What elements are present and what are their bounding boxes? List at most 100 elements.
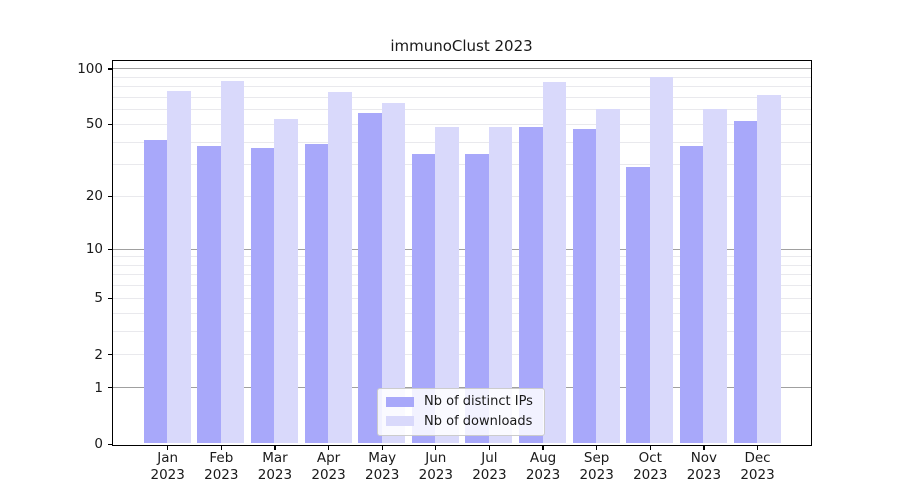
x-tick-mark: [649, 445, 651, 450]
x-tick-year: 2023: [686, 466, 722, 483]
y-tick-mark: [108, 443, 113, 445]
legend-swatch-distinct-ips: [386, 396, 414, 407]
bar-downloads-feb: [220, 81, 245, 444]
bar-distinct-ips-feb: [197, 145, 221, 444]
x-tick-label-feb: Feb 2023: [186, 450, 256, 483]
bar-downloads-mar: [274, 119, 298, 444]
y-tick-label-5: 5: [94, 290, 103, 307]
bar-distinct-ips-oct: [626, 166, 650, 444]
bar-distinct-ips-aug: [519, 127, 543, 444]
gridline-minor-4: [113, 312, 811, 314]
x-tick-month: Jul: [481, 450, 498, 466]
x-tick-month: Aug: [529, 450, 557, 466]
x-tick-label-apr: Apr 2023: [294, 450, 364, 483]
gridline-minor-9: [113, 256, 811, 258]
gridline-minor-6: [113, 285, 811, 287]
x-tick-month: Feb: [209, 450, 234, 466]
legend-swatch-downloads: [386, 416, 414, 427]
y-tick-label-20: 20: [85, 188, 103, 205]
x-tick-year: 2023: [257, 466, 293, 483]
x-tick-year: 2023: [525, 466, 561, 483]
x-tick-label-mar: Mar 2023: [240, 450, 310, 483]
x-tick-label-oct: Oct 2023: [615, 450, 685, 483]
bar-distinct-ips-mar: [250, 147, 275, 444]
x-tick-mark: [488, 445, 491, 450]
y-tick-label-100: 100: [77, 60, 103, 77]
grid-layer: [113, 61, 811, 445]
gridline-minor-50: [113, 123, 811, 125]
x-tick-year: 2023: [579, 466, 614, 483]
bar-distinct-ips-apr: [304, 143, 329, 444]
x-tick-month: Sep: [583, 450, 610, 466]
y-tick-label-10: 10: [85, 241, 103, 258]
bar-layer: [113, 61, 811, 445]
gridline-minor-70: [113, 96, 811, 98]
gridline-minor-8: [113, 264, 811, 266]
bar-downloads-aug: [542, 82, 567, 444]
gridline-major-10: [113, 248, 811, 250]
bar-downloads-nov: [703, 109, 727, 444]
y-tick-mark: [108, 387, 113, 389]
x-tick-mark: [327, 445, 330, 450]
y-tick-mark: [108, 248, 113, 250]
bar-downloads-jun: [435, 127, 459, 444]
bar-distinct-ips-sep: [572, 128, 597, 444]
gridline-minor-80: [113, 86, 811, 88]
gridline-minor-30: [113, 164, 811, 166]
x-tick-year: 2023: [740, 466, 775, 483]
gridline-minor-3: [113, 330, 811, 332]
x-tick-mark: [167, 445, 169, 450]
gridline-minor-90: [113, 76, 811, 78]
gridline-minor-40: [113, 141, 811, 143]
x-tick-year: 2023: [472, 466, 507, 483]
x-tick-mark: [435, 445, 437, 450]
x-tick-mark: [274, 445, 276, 450]
x-tick-label-nov: Nov 2023: [669, 450, 739, 483]
bar-downloads-oct: [649, 76, 674, 444]
gridline-minor-2: [113, 354, 811, 356]
bar-distinct-ips-jul: [465, 154, 489, 444]
x-tick-month: May: [368, 450, 397, 466]
y-tick-label-2: 2: [94, 346, 103, 363]
bar-distinct-ips-nov: [679, 145, 704, 444]
plot-area: Nb of distinct IPs Nb of downloads: [112, 60, 812, 446]
x-tick-month: Nov: [690, 450, 718, 466]
gridline-minor-60: [113, 109, 811, 111]
gridline-minor-20: [113, 195, 811, 197]
x-tick-label-sep: Sep 2023: [562, 450, 632, 483]
bar-downloads-jul: [488, 127, 513, 444]
x-tick-mark: [756, 445, 759, 450]
legend-item-downloads: Nb of downloads: [386, 412, 536, 432]
legend-label-downloads: Nb of downloads: [424, 413, 533, 429]
legend: Nb of distinct IPs Nb of downloads: [377, 388, 545, 436]
x-tick-year: 2023: [364, 466, 400, 483]
y-tick-label-1: 1: [94, 379, 103, 396]
x-tick-month: Apr: [316, 450, 341, 466]
legend-item-distinct-ips: Nb of distinct IPs: [386, 392, 536, 412]
gridline-major-1: [113, 387, 811, 389]
x-tick-year: 2023: [633, 466, 668, 483]
x-tick-year: 2023: [418, 466, 453, 483]
bar-downloads-dec: [757, 94, 781, 444]
bar-downloads-sep: [596, 109, 620, 444]
x-tick-label-may: May 2023: [347, 450, 417, 483]
bar-distinct-ips-jun: [411, 154, 436, 444]
x-tick-mark: [542, 445, 544, 450]
gridline-major-100: [113, 68, 811, 70]
x-tick-year: 2023: [150, 466, 185, 483]
y-tick-label-0: 0: [94, 436, 103, 452]
x-tick-year: 2023: [204, 466, 239, 483]
x-tick-label-jun: Jun 2023: [401, 450, 471, 483]
bar-distinct-ips-jan: [143, 139, 168, 444]
x-tick-month: Mar: [262, 450, 288, 466]
x-tick-mark: [220, 445, 222, 450]
gridline-minor-7: [113, 274, 811, 276]
x-tick-label-jan: Jan 2023: [133, 450, 203, 483]
chart-title: immunoClust 2023: [390, 37, 533, 55]
y-tick-mark: [108, 297, 113, 300]
x-tick-month: Jun: [425, 450, 447, 466]
x-tick-month: Jan: [157, 450, 179, 466]
x-tick-month: Dec: [744, 450, 771, 466]
x-tick-label-dec: Dec 2023: [723, 450, 793, 483]
